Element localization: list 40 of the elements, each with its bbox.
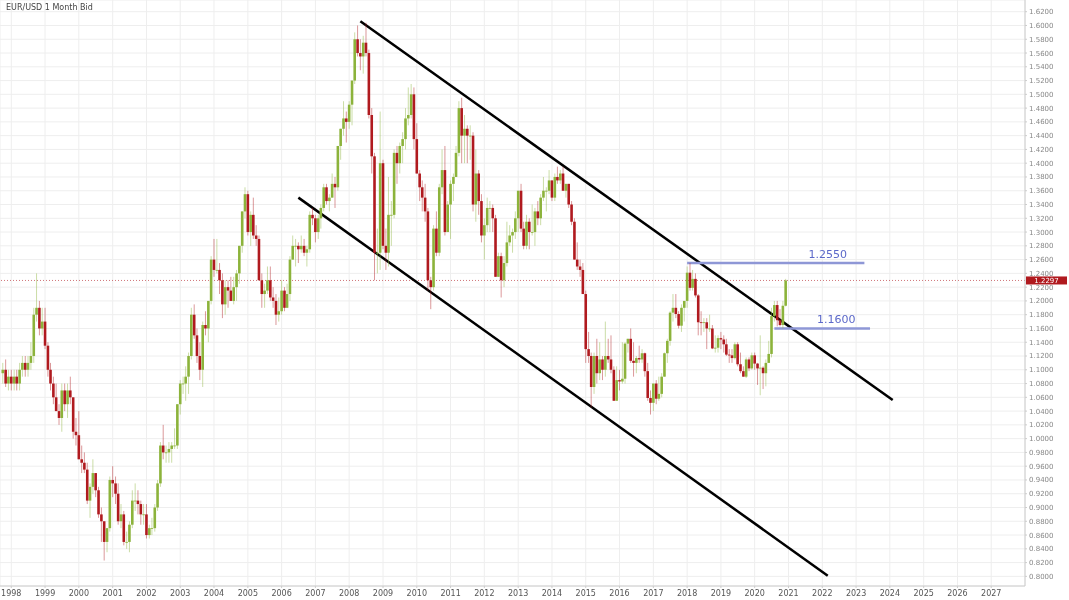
x-tick-label: 2021 <box>778 588 799 598</box>
chart-title: EUR/USD 1 Month Bid <box>6 3 93 12</box>
x-tick-label: 2014 <box>541 588 563 598</box>
candlestick <box>713 334 717 354</box>
x-tick-label: 2025 <box>913 588 934 598</box>
x-tick-label: 2022 <box>812 588 833 598</box>
x-tick-label: 2011 <box>440 588 461 598</box>
candlestick <box>164 445 168 464</box>
x-tick-label: 2026 <box>947 588 968 598</box>
x-tick-label: 2018 <box>676 588 698 598</box>
x-tick-label: 2003 <box>170 588 191 598</box>
x-tick-label: 2023 <box>845 588 867 598</box>
x-tick-label: 1998 <box>1 588 22 598</box>
x-tick-label: 2006 <box>271 588 292 598</box>
x-tick-label: 2017 <box>643 588 664 598</box>
candlestick <box>708 314 711 333</box>
candlestick <box>125 531 128 550</box>
x-tick-label: 2024 <box>879 588 901 598</box>
x-tick-label: 2008 <box>338 588 360 598</box>
x-tick-label: 2019 <box>710 588 732 598</box>
annotation: 1.2550 <box>808 248 847 262</box>
x-tick-label: 2013 <box>508 588 529 598</box>
x-tick-label: 2000 <box>68 588 89 598</box>
x-tick-label: 2001 <box>102 588 123 598</box>
x-tick-label: 2020 <box>744 588 765 598</box>
x-tick-label: 2016 <box>609 588 630 598</box>
candlestick <box>702 317 706 333</box>
x-tick-label: 2027 <box>981 588 1002 598</box>
x-tick-label: 2015 <box>575 588 596 598</box>
x-tick-label: 2010 <box>406 588 427 598</box>
x-tick-label: 2004 <box>203 588 225 598</box>
x-tick-label: 2007 <box>305 588 326 598</box>
x-tick-label: 2005 <box>237 588 259 598</box>
x-tick-label: 2009 <box>372 588 394 598</box>
candlestick <box>663 352 666 378</box>
x-tick-label: 2002 <box>136 588 157 598</box>
annotation: 1.1600 <box>817 313 856 327</box>
x-tick-label: 2012 <box>474 588 495 598</box>
x-tick-label: 1999 <box>34 588 56 598</box>
candlestick <box>150 517 154 536</box>
